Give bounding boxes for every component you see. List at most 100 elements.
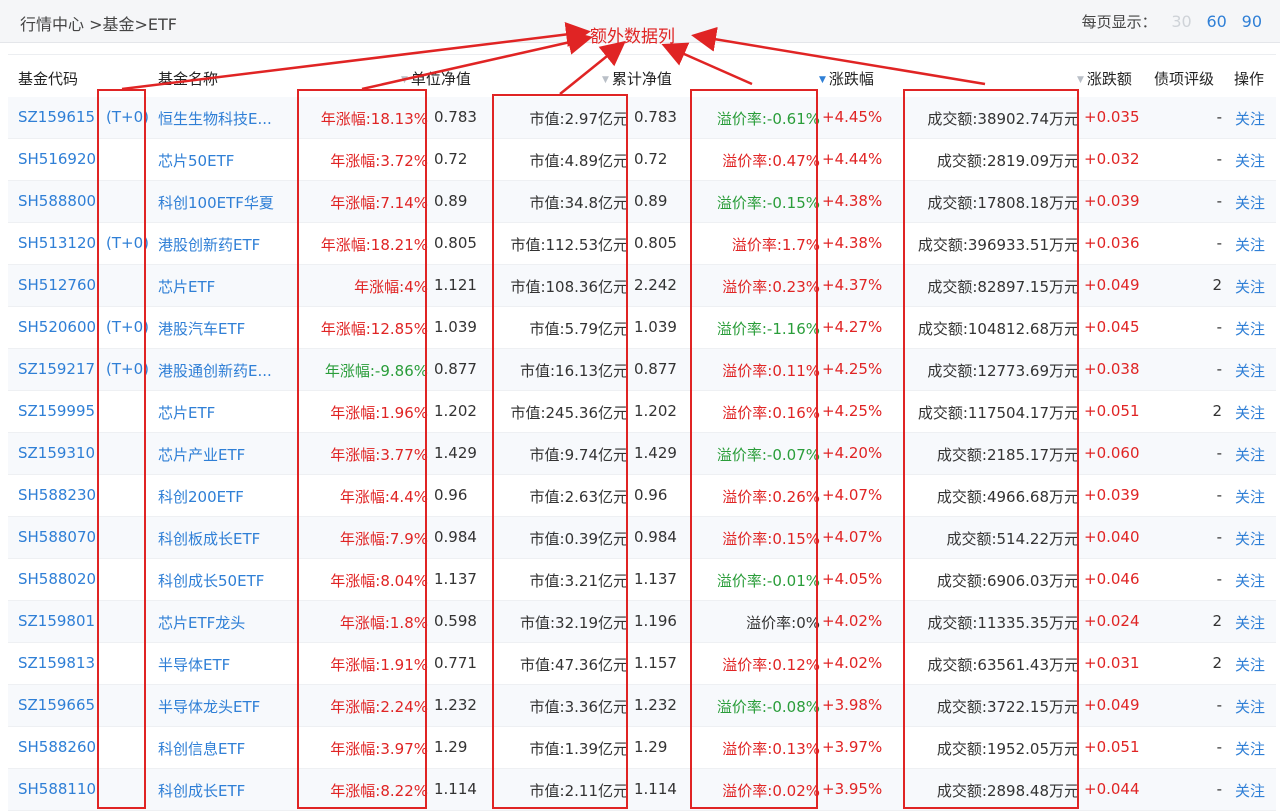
follow-button[interactable]: 关注 — [1235, 236, 1266, 254]
market-cap: 市值:108.36亿元 — [510, 278, 628, 296]
fund-code-link[interactable]: SH512760 — [18, 276, 97, 294]
premium-rate: 溢价率:0.23% — [722, 278, 820, 296]
fund-code-link[interactable]: SZ159310 — [18, 444, 96, 462]
fund-code-link[interactable]: SH588110 — [18, 780, 97, 798]
follow-button[interactable]: 关注 — [1235, 488, 1266, 506]
header-nav[interactable]: ▼ 单位净值 — [401, 68, 471, 89]
follow-button[interactable]: 关注 — [1235, 740, 1266, 758]
fund-code-link[interactable]: SH513120 — [18, 234, 97, 252]
bond-rating: - — [1216, 570, 1222, 588]
fund-code-link[interactable]: SH588260 — [18, 738, 97, 756]
table-row: SH588110 科创成长ETF 年涨幅:8.22% 1.114 市值:2.11亿元 1.… — [8, 769, 1276, 811]
header-change-amt[interactable]: ▼ 涨跌额 — [1077, 68, 1132, 89]
fund-code-link[interactable]: SH588800 — [18, 192, 97, 210]
fund-code-link[interactable]: SZ159801 — [18, 612, 96, 630]
change-pct: +4.27% — [822, 318, 883, 336]
ytd-return: 年涨幅:3.97% — [330, 740, 428, 758]
fund-name-link[interactable]: 芯片ETF — [158, 278, 216, 296]
header-acc-nav[interactable]: ▼ 累计净值 — [602, 68, 672, 89]
annotation-label: 额外数据列 — [590, 27, 675, 47]
follow-button[interactable]: 关注 — [1235, 614, 1266, 632]
table-row: SH588800 科创100ETF华夏 年涨幅:7.14% 0.89 市值:34.8亿元… — [8, 181, 1276, 223]
premium-rate: 溢价率:-0.08% — [716, 698, 820, 716]
fund-name-link[interactable]: 恒生生物科技E... — [158, 110, 272, 128]
follow-button[interactable]: 关注 — [1235, 194, 1266, 212]
table-row: SH516920 芯片50ETF 年涨幅:3.72% 0.72 市值:4.89亿元 0.7… — [8, 139, 1276, 181]
fund-code-link[interactable]: SH588070 — [18, 528, 97, 546]
follow-button[interactable]: 关注 — [1235, 278, 1266, 296]
fund-code-link[interactable]: SZ159813 — [18, 654, 96, 672]
follow-button[interactable]: 关注 — [1235, 656, 1266, 674]
ytd-return: 年涨幅:3.72% — [330, 152, 428, 170]
market-cap: 市值:245.36亿元 — [510, 404, 628, 422]
follow-button[interactable]: 关注 — [1235, 110, 1266, 128]
follow-button[interactable]: 关注 — [1235, 362, 1266, 380]
unit-nav: 1.429 — [434, 444, 477, 462]
bond-rating: - — [1216, 780, 1222, 798]
bond-rating: 2 — [1212, 276, 1222, 294]
follow-button[interactable]: 关注 — [1235, 446, 1266, 464]
fund-name-link[interactable]: 科创成长50ETF — [158, 572, 265, 590]
change-amt: +0.051 — [1084, 738, 1140, 756]
fund-name-link[interactable]: 科创100ETF华夏 — [158, 194, 274, 212]
fund-name-link[interactable]: 芯片产业ETF — [158, 446, 246, 464]
fund-name-link[interactable]: 港股汽车ETF — [158, 320, 246, 338]
unit-nav: 0.805 — [434, 234, 477, 252]
change-pct: +4.45% — [822, 108, 883, 126]
follow-button[interactable]: 关注 — [1235, 530, 1266, 548]
follow-button[interactable]: 关注 — [1235, 320, 1266, 338]
page-size-30[interactable]: 30 — [1171, 12, 1192, 31]
acc-nav: 1.157 — [634, 654, 677, 672]
acc-nav: 1.114 — [634, 780, 677, 798]
fund-code-link[interactable]: SH588020 — [18, 570, 97, 588]
fund-name-link[interactable]: 港股通创新药E... — [158, 362, 272, 380]
fund-table: 基金代码 基金名称 ▼ 单位净值 ▼ 累计净值 ▼ 涨跌幅 ▼ 涨跌额 债项评级 操作 … — [8, 54, 1276, 811]
follow-button[interactable]: 关注 — [1235, 152, 1266, 170]
page-size-60[interactable]: 60 — [1206, 12, 1227, 31]
fund-name-link[interactable]: 科创200ETF — [158, 488, 244, 506]
trade-volume: 成交额:6906.03万元 — [936, 572, 1079, 590]
table-row: SH588230 科创200ETF 年涨幅:4.4% 0.96 市值:2.63亿元 0.9… — [8, 475, 1276, 517]
fund-code-link[interactable]: SH520600 — [18, 318, 97, 336]
premium-rate: 溢价率:-1.16% — [716, 320, 820, 338]
fund-code-link[interactable]: SH588230 — [18, 486, 97, 504]
header-change-pct[interactable]: ▼ 涨跌幅 — [819, 68, 874, 89]
market-cap: 市值:0.39亿元 — [529, 530, 628, 548]
fund-code-link[interactable]: SZ159217 — [18, 360, 96, 378]
ytd-return: 年涨幅:8.22% — [330, 782, 428, 800]
page-size-90[interactable]: 90 — [1241, 12, 1262, 31]
ytd-return: 年涨幅:-9.86% — [324, 362, 428, 380]
fund-name-link[interactable]: 芯片50ETF — [158, 152, 235, 170]
bond-rating: - — [1216, 192, 1222, 210]
fund-name-link[interactable]: 港股创新药ETF — [158, 236, 261, 254]
t0-flag: (T+0) — [106, 360, 149, 378]
header-name[interactable]: 基金名称 — [158, 70, 219, 88]
fund-code-link[interactable]: SZ159665 — [18, 696, 96, 714]
fund-name-link[interactable]: 芯片ETF龙头 — [158, 614, 246, 632]
follow-button[interactable]: 关注 — [1235, 698, 1266, 716]
follow-button[interactable]: 关注 — [1235, 404, 1266, 422]
premium-rate: 溢价率:0.47% — [722, 152, 820, 170]
acc-nav: 0.783 — [634, 108, 677, 126]
header-rating[interactable]: 债项评级 — [1154, 70, 1215, 88]
follow-button[interactable]: 关注 — [1235, 782, 1266, 800]
acc-nav: 0.89 — [634, 192, 668, 210]
header-code[interactable]: 基金代码 — [18, 70, 79, 88]
follow-button[interactable]: 关注 — [1235, 572, 1266, 590]
fund-name-link[interactable]: 科创信息ETF — [158, 740, 246, 758]
change-amt: +0.038 — [1084, 360, 1140, 378]
change-amt: +0.060 — [1084, 444, 1140, 462]
trade-volume: 成交额:4966.68万元 — [936, 488, 1079, 506]
fund-code-link[interactable]: SH516920 — [18, 150, 97, 168]
unit-nav: 0.72 — [434, 150, 468, 168]
fund-name-link[interactable]: 半导体龙头ETF — [158, 698, 261, 716]
fund-name-link[interactable]: 科创成长ETF — [158, 782, 246, 800]
table-row: SZ159801 芯片ETF龙头 年涨幅:1.8% 0.598 市值:32.19亿元 1.… — [8, 601, 1276, 643]
fund-name-link[interactable]: 半导体ETF — [158, 656, 231, 674]
trade-volume: 成交额:2819.09万元 — [936, 152, 1079, 170]
market-cap: 市值:34.8亿元 — [529, 194, 628, 212]
fund-code-link[interactable]: SZ159615 — [18, 108, 96, 126]
fund-name-link[interactable]: 科创板成长ETF — [158, 530, 261, 548]
fund-name-link[interactable]: 芯片ETF — [158, 404, 216, 422]
fund-code-link[interactable]: SZ159995 — [18, 402, 96, 420]
